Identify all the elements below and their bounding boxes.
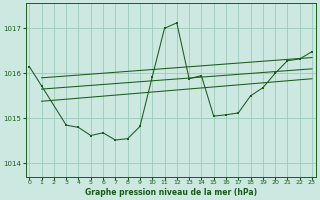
X-axis label: Graphe pression niveau de la mer (hPa): Graphe pression niveau de la mer (hPa) (84, 188, 257, 197)
